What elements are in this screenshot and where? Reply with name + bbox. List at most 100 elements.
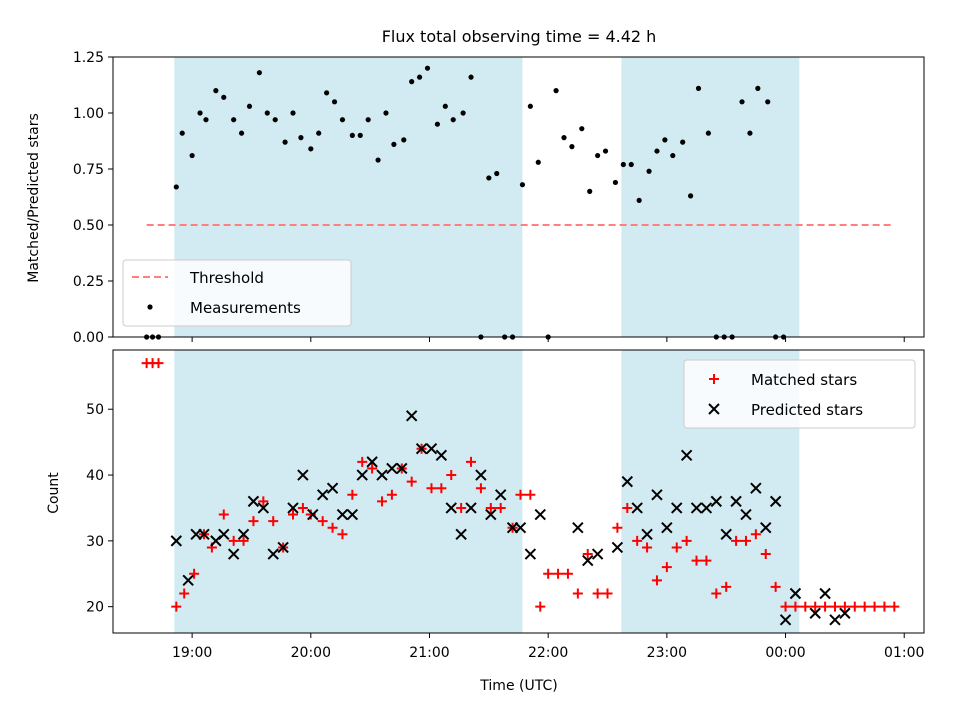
x-tick-label: 19:00: [172, 645, 212, 661]
measurement-point: [628, 161, 634, 168]
matched-star-point: [189, 568, 200, 579]
bottom-y-tick-label: 50: [86, 402, 104, 418]
measurement-point: [595, 152, 601, 159]
matched-star-point: [367, 463, 378, 474]
matched-star-point: [622, 502, 633, 513]
predicted-star-point: [494, 489, 507, 501]
measurement-point: [687, 193, 694, 199]
matched-star-point: [485, 502, 496, 513]
predicted-star-point: [247, 495, 260, 508]
measurement-point: [238, 130, 245, 136]
measurement-point: [705, 130, 711, 136]
measurement-point: [383, 110, 389, 116]
measurement-point: [620, 161, 626, 168]
predicted-star-point: [455, 528, 467, 540]
matched-star-point: [357, 456, 368, 467]
matched-star-point: [849, 601, 860, 612]
predicted-star-point: [366, 456, 378, 468]
matched-star-point: [820, 601, 831, 612]
matched-star-point: [456, 502, 467, 513]
measurement-point: [282, 139, 288, 145]
predicted-star-point: [829, 614, 841, 626]
matched-star-point: [711, 588, 722, 599]
predicted-star-point: [326, 482, 339, 494]
measurement-point: [391, 141, 397, 147]
matched-star-point: [525, 489, 536, 500]
predicted-star-point: [277, 541, 289, 554]
matched-star-point: [681, 535, 692, 546]
predicted-star-point: [524, 548, 537, 560]
chart-title: Flux total observing time = 4.42 h: [382, 27, 657, 46]
legend-matched-label: Matched stars: [751, 371, 857, 389]
top-legend-box: [122, 259, 352, 327]
matched-star-point: [258, 496, 269, 507]
matched-star-point: [780, 601, 791, 612]
measurement-point: [424, 65, 431, 71]
predicted-star-point: [218, 528, 230, 540]
matched-star-point: [153, 358, 164, 369]
matched-star-point: [337, 529, 348, 540]
measurement-point: [747, 130, 753, 136]
top-plot-frame: [112, 56, 925, 338]
bottom-y-axis-label: Count: [46, 472, 62, 514]
top-shaded-interval: [621, 57, 800, 337]
measurement-point: [213, 88, 219, 94]
matched-star-point: [475, 483, 486, 494]
matched-star-point: [701, 555, 712, 566]
bottom-legend-box: [683, 359, 916, 429]
legend-predicted-swatch: [708, 403, 720, 415]
predicted-star-point: [485, 508, 497, 521]
matched-star-point: [562, 568, 573, 579]
predicted-star-point: [591, 548, 604, 560]
legend-measurement-label: Measurements: [190, 299, 301, 317]
matched-star-point: [386, 489, 397, 500]
measurement-point: [401, 137, 407, 143]
predicted-star-point: [582, 554, 594, 567]
measurement-point: [272, 117, 278, 123]
predicted-star-point: [750, 482, 762, 494]
matched-star-point: [535, 601, 546, 612]
top-y-axis-label: Matched/Predicted stars: [26, 113, 42, 283]
matched-star-point: [879, 601, 890, 612]
predicted-star-point: [182, 574, 194, 587]
measurement-point: [579, 126, 585, 132]
measurement-point: [442, 103, 448, 109]
predicted-star-point: [534, 508, 546, 521]
matched-star-point: [327, 522, 338, 533]
measurement-point: [173, 184, 179, 190]
measurement-point: [460, 110, 466, 116]
predicted-star-point: [445, 502, 457, 514]
matched-star-point: [721, 581, 732, 592]
top-y-tick-label: 1.25: [73, 50, 104, 66]
top-y-tick-label: 1.00: [73, 106, 104, 122]
measurement-point: [221, 94, 227, 100]
matched-star-point: [889, 601, 900, 612]
predicted-star-point: [435, 449, 448, 462]
predicted-star-point: [680, 449, 693, 462]
predicted-star-point: [661, 521, 673, 534]
predicted-star-point: [760, 521, 772, 534]
measurement-point: [527, 103, 533, 109]
x-tick-label: 23:00: [647, 645, 687, 661]
x-tick-label: 01:00: [884, 645, 924, 661]
legend-threshold-label: Threshold: [189, 269, 264, 287]
legend-measurement-swatch: [147, 304, 153, 310]
x-tick-label: 22:00: [528, 645, 568, 661]
matched-star-point: [466, 456, 477, 467]
measurement-point: [357, 132, 363, 138]
measurement-point: [553, 88, 559, 94]
predicted-star-point: [346, 508, 359, 521]
matched-star-point: [446, 470, 457, 481]
predicted-star-point: [671, 502, 683, 514]
predicted-star-point: [631, 502, 643, 514]
predicted-star-point: [819, 587, 831, 600]
bottom-panel: 20 30 40 50 19:00 20:00 21:00 22:00 23:00 00:00 01…: [86, 349, 925, 661]
predicted-star-point: [700, 502, 713, 514]
legend-matched-swatch: [709, 374, 719, 384]
measurement-point: [203, 117, 209, 123]
predicted-star-point: [621, 475, 634, 488]
top-y-tick-label: 0.00: [73, 330, 104, 346]
predicted-star-point: [227, 548, 240, 560]
predicted-star-point: [198, 528, 210, 540]
